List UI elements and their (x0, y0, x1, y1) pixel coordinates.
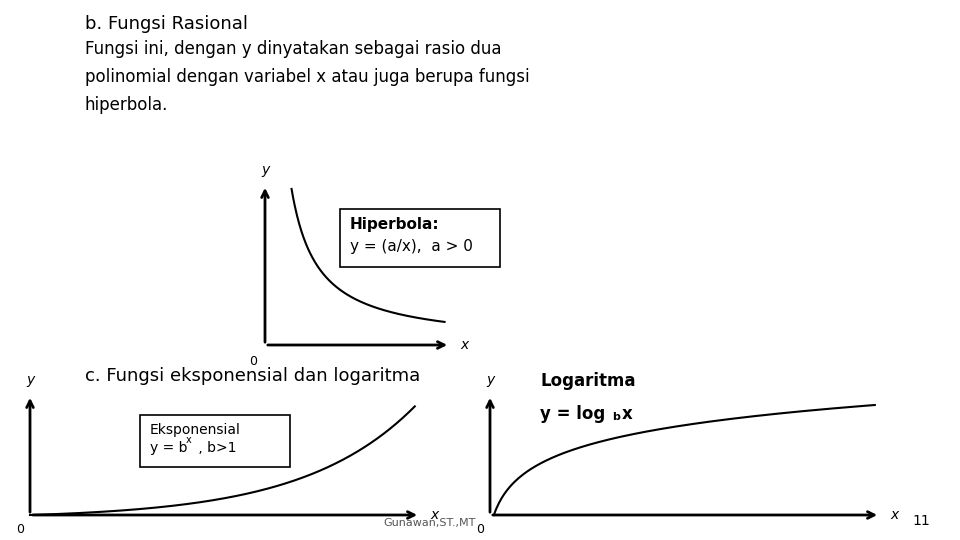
Text: x: x (622, 405, 633, 423)
Text: x: x (460, 338, 468, 352)
Text: , b>1: , b>1 (194, 441, 236, 455)
Text: x: x (430, 508, 439, 522)
Text: y: y (486, 373, 494, 387)
Text: Eksponensial: Eksponensial (150, 423, 241, 437)
Text: y = log: y = log (540, 405, 605, 423)
Text: Fungsi ini, dengan y dinyatakan sebagai rasio dua
polinomial dengan variabel x a: Fungsi ini, dengan y dinyatakan sebagai … (85, 40, 530, 113)
Text: b. Fungsi Rasional: b. Fungsi Rasional (85, 15, 248, 33)
Text: b: b (612, 412, 620, 422)
Text: Hiperbola:: Hiperbola: (350, 217, 440, 232)
Text: 0: 0 (476, 523, 484, 536)
Text: 0: 0 (16, 523, 24, 536)
Text: y = (a/x),  a > 0: y = (a/x), a > 0 (350, 239, 473, 254)
Text: y = b: y = b (150, 441, 187, 455)
Text: 0: 0 (249, 355, 257, 368)
Text: x: x (890, 508, 899, 522)
Text: 11: 11 (912, 514, 930, 528)
Text: Logaritma: Logaritma (540, 372, 636, 390)
FancyBboxPatch shape (340, 209, 500, 267)
FancyBboxPatch shape (140, 415, 290, 467)
Text: y: y (261, 163, 269, 177)
Text: y: y (26, 373, 35, 387)
Text: Gunawan,ST.,MT: Gunawan,ST.,MT (384, 518, 476, 528)
Text: c. Fungsi eksponensial dan logaritma: c. Fungsi eksponensial dan logaritma (85, 367, 420, 385)
Text: x: x (186, 435, 192, 445)
